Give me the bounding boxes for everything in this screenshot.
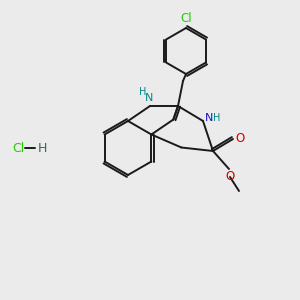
Text: H: H [213, 113, 221, 123]
Text: Cl: Cl [12, 142, 24, 154]
Text: N: N [145, 93, 153, 103]
Text: O: O [225, 170, 235, 184]
Text: N: N [205, 113, 213, 123]
Text: Cl: Cl [180, 13, 192, 26]
Text: O: O [236, 133, 244, 146]
Text: H: H [37, 142, 47, 154]
Text: H: H [139, 87, 147, 97]
